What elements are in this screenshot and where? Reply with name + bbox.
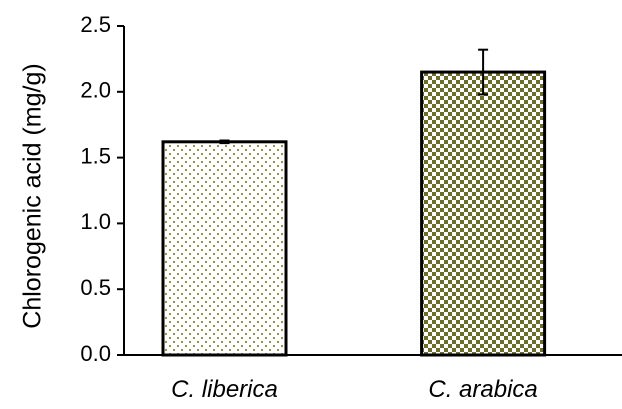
y-tick-label: 0.0 xyxy=(80,341,111,366)
y-tick-labels: 0.0 0.5 1.0 1.5 2.0 2.5 xyxy=(80,12,111,366)
y-tick-label: 0.5 xyxy=(80,275,111,300)
category-label: C. liberica xyxy=(171,376,278,403)
y-axis-title: Chlorogenic acid (mg/g) xyxy=(19,63,47,328)
y-axis xyxy=(117,25,125,356)
error-bars-group xyxy=(219,48,489,145)
y-tick-label: 1.5 xyxy=(80,143,111,168)
category-label: C. arabica xyxy=(428,376,537,403)
bar-c-arabica xyxy=(420,70,547,357)
bars-group xyxy=(161,70,547,357)
y-tick-label: 2.0 xyxy=(80,78,111,103)
bar-c-liberica xyxy=(161,140,288,357)
category-labels: C. liberica C. arabica xyxy=(171,376,538,403)
y-tick-label: 2.5 xyxy=(80,12,111,37)
y-tick-label: 1.0 xyxy=(80,209,111,234)
